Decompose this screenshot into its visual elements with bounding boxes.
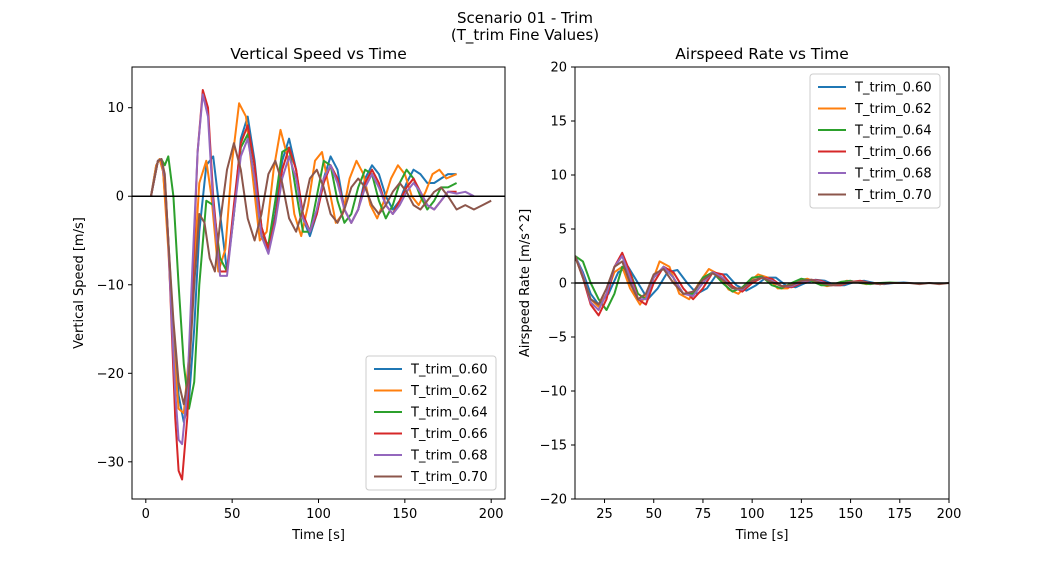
y-tick-label: 15 <box>550 115 567 130</box>
x-tick-label: 0 <box>142 507 150 522</box>
series-line-t-trim-0-70 <box>150 142 492 406</box>
series-lines <box>150 89 492 481</box>
y-tick-label: −10 <box>540 385 567 400</box>
x-tick-label: 50 <box>645 507 662 522</box>
legend: T_trim_0.60 T_trim_0.62 T_trim_0.64 T_trim_… <box>809 73 941 209</box>
legend-label: T_trim_0.60 <box>854 81 932 96</box>
x-tick-label: 50 <box>224 507 241 522</box>
legend-label: T_trim_0.64 <box>410 406 488 421</box>
y-tick-label: 0 <box>116 190 124 205</box>
y-tick-label: −5 <box>548 331 567 346</box>
x-tick-label: 100 <box>740 507 765 522</box>
x-tick-label: 150 <box>838 507 863 522</box>
series-line-t-trim-0-66 <box>150 89 457 481</box>
y-tick-label: 20 <box>550 61 567 76</box>
legend-label: T_trim_0.70 <box>410 470 488 485</box>
y-tick-label: 10 <box>550 169 567 184</box>
x-tick-label: 200 <box>479 507 504 522</box>
plot-title: Vertical Speed vs Time <box>230 45 407 63</box>
legend-label: T_trim_0.62 <box>854 102 932 117</box>
x-tick-label: 175 <box>887 507 912 522</box>
legend-label: T_trim_0.68 <box>854 167 932 182</box>
y-tick-label: −30 <box>97 455 124 470</box>
y-tick-label: 10 <box>107 101 124 116</box>
y-axis-label: Airspeed Rate [m/s^2] <box>518 209 533 357</box>
x-tick-label: 125 <box>789 507 814 522</box>
x-axis-label: Time [s] <box>291 528 345 543</box>
suptitle-line-1: Scenario 01 - Trim <box>457 9 593 27</box>
legend-label: T_trim_0.70 <box>854 188 932 203</box>
y-tick-label: −10 <box>97 278 124 293</box>
legend-label: T_trim_0.60 <box>410 363 488 378</box>
legend-label: T_trim_0.68 <box>410 449 488 464</box>
legend-label: T_trim_0.66 <box>410 427 488 442</box>
legend-label: T_trim_0.62 <box>410 384 488 399</box>
suptitle-line-2: (T_trim Fine Values) <box>451 26 599 45</box>
y-tick-label: 0 <box>559 277 567 292</box>
plot-title: Airspeed Rate vs Time <box>675 45 849 63</box>
y-tick-label: 5 <box>559 223 567 238</box>
legend-label: T_trim_0.64 <box>854 124 932 139</box>
y-axis-label: Vertical Speed [m/s] <box>72 217 87 349</box>
series-lines <box>575 251 949 317</box>
y-tick-label: −20 <box>540 493 567 508</box>
y-tick-label: −20 <box>97 367 124 382</box>
series-line-t-trim-0-64 <box>575 255 910 311</box>
x-axis-label: Time [s] <box>735 528 789 543</box>
series-line-t-trim-0-68 <box>150 93 475 446</box>
x-tick-label: 25 <box>596 507 613 522</box>
legend: T_trim_0.60 T_trim_0.62 T_trim_0.64 T_trim_… <box>365 355 497 491</box>
x-tick-label: 150 <box>392 507 417 522</box>
x-tick-label: 200 <box>937 507 962 522</box>
y-tick-label: −15 <box>540 439 567 454</box>
x-tick-label: 75 <box>695 507 712 522</box>
x-tick-label: 100 <box>306 507 331 522</box>
legend-label: T_trim_0.66 <box>854 145 932 160</box>
